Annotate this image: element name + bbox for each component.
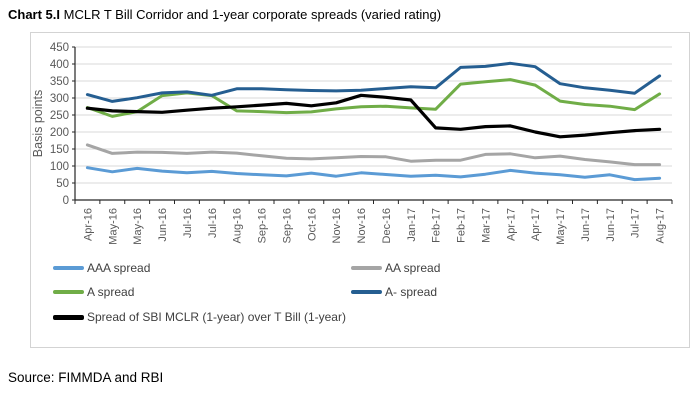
x-tick-label: Apr-17 bbox=[530, 208, 542, 241]
legend-swatch-a-minus-spread bbox=[351, 290, 382, 294]
legend-label-aaa-spread: AAA spread bbox=[87, 261, 151, 275]
chart-title: Chart 5.I MCLR T Bill Corridor and 1-yea… bbox=[8, 7, 441, 23]
x-tick-label: Oct-16 bbox=[306, 208, 318, 241]
chart-canvas: 450 400 350 300 250 200 150 100 50 0 Apr-16 May-16 M… bbox=[31, 42, 673, 245]
legend-label-a-minus-spread: A- spread bbox=[385, 285, 438, 299]
chart-title-number: Chart 5.I bbox=[8, 7, 61, 22]
x-tick-label: Nov-16 bbox=[356, 208, 368, 243]
chart-container: 450 400 350 300 250 200 150 100 50 0 Apr-16 May-16 M… bbox=[30, 32, 690, 348]
series-line-aa-spread bbox=[85, 143, 662, 167]
chart-title-text: MCLR T Bill Corridor and 1-year corporat… bbox=[60, 7, 442, 22]
x-tick-label: Sep-16 bbox=[257, 208, 269, 243]
y-tick-label: 50 bbox=[56, 178, 69, 190]
x-tick-label: Feb-17 bbox=[456, 208, 468, 243]
source-note: Source: FIMMDA and RBI bbox=[8, 370, 164, 385]
x-tick-label: Jun-17 bbox=[580, 208, 592, 242]
legend-label-a-spread: A spread bbox=[87, 285, 135, 299]
legend-label-aa-spread: AA spread bbox=[385, 261, 441, 275]
x-tick-label: Jun-17 bbox=[605, 208, 617, 242]
x-tick-label: Feb-17 bbox=[431, 208, 443, 243]
x-tick-label: Aug-16 bbox=[232, 208, 244, 243]
x-tick-label: Apr-17 bbox=[505, 208, 517, 241]
legend-item-a-minus-spread: A- spread bbox=[351, 284, 437, 300]
y-tick-label: 300 bbox=[50, 93, 69, 105]
x-tick-label: Jan-17 bbox=[406, 208, 418, 242]
x-tick-label: Apr-16 bbox=[82, 208, 94, 241]
x-tick-label: May-17 bbox=[555, 208, 567, 245]
series-line-spread-of-sbi-mclr-1-year-over-t-bill-1-year bbox=[85, 93, 662, 139]
y-tick-label: 350 bbox=[50, 76, 69, 88]
y-tick-label: 150 bbox=[50, 144, 69, 156]
legend-item-aa-spread: AA spread bbox=[351, 260, 440, 276]
y-tick-label: 0 bbox=[63, 195, 69, 207]
y-tick-label: 200 bbox=[50, 127, 69, 139]
legend-item-aaa-spread: AAA spread bbox=[53, 260, 150, 276]
x-tick-label: Jul-16 bbox=[182, 208, 194, 238]
x-tick-label: Nov-16 bbox=[331, 208, 343, 243]
y-axis-title: Basis points bbox=[31, 90, 45, 157]
y-tick-label: 100 bbox=[50, 161, 69, 173]
x-tick-label: May-16 bbox=[107, 208, 119, 245]
legend-swatch-mclr-spread bbox=[53, 314, 84, 320]
x-tick-label: Aug-17 bbox=[655, 208, 667, 243]
legend-item-mclr-spread: Spread of SBI MCLR (1-year) over T Bill … bbox=[53, 309, 346, 325]
legend-label-mclr-spread: Spread of SBI MCLR (1-year) over T Bill … bbox=[87, 310, 346, 324]
x-tick-label: Jul-17 bbox=[630, 208, 642, 238]
x-tick-label: May-16 bbox=[132, 208, 144, 245]
series-line-aaa-spread bbox=[85, 166, 662, 182]
x-tick-label: Jun-16 bbox=[157, 208, 169, 242]
y-tick-label: 450 bbox=[50, 42, 69, 54]
y-tick-label: 400 bbox=[50, 59, 69, 71]
x-tick-label: Dec-16 bbox=[381, 208, 393, 243]
series-line-a-spread bbox=[85, 61, 662, 103]
y-tick-label: 250 bbox=[50, 110, 69, 122]
legend-swatch-aa-spread bbox=[351, 266, 382, 270]
legend-swatch-aaa-spread bbox=[53, 266, 84, 270]
legend-item-a-spread: A spread bbox=[53, 284, 134, 300]
legend-swatch-a-spread bbox=[53, 290, 84, 294]
x-tick-label: Jul-16 bbox=[207, 208, 219, 238]
x-tick-label: Mar-17 bbox=[480, 208, 492, 243]
x-tick-label: Sep-16 bbox=[281, 208, 293, 243]
